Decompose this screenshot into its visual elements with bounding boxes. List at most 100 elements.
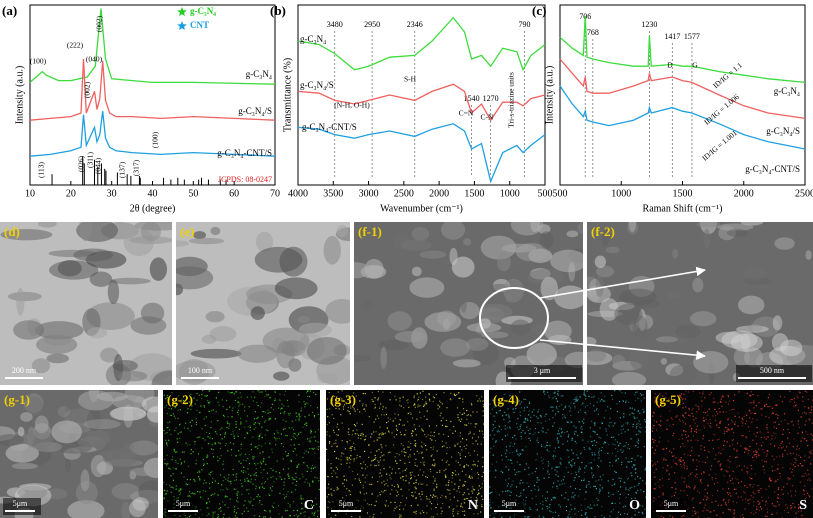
map-dot [235,515,236,516]
map-dot [576,400,577,401]
map-dot [385,490,386,491]
map-dot [547,445,548,446]
map-dot [679,459,680,460]
map-dot [578,495,579,496]
map-dot [369,504,370,505]
map-dot [416,497,417,498]
map-dot [656,421,657,422]
map-dot [241,470,242,471]
particle [596,275,604,297]
map-dot [251,444,252,445]
map-dot [615,448,616,449]
map-dot [290,413,291,414]
map-dot [430,501,431,502]
map-dot [558,504,559,505]
map-dot [318,414,319,415]
map-dot [196,460,197,461]
map-dot [507,427,508,428]
map-dot [780,396,781,397]
map-dot [547,508,548,509]
map-dot [625,422,626,423]
map-dot [793,446,794,447]
map-dot [284,411,285,412]
x-tick-label: 2000 [429,188,449,199]
map-dot [728,460,729,461]
map-dot [344,476,345,477]
map-dot [715,455,716,456]
map-dot [749,417,750,418]
map-dot [753,501,754,502]
map-dot [552,486,553,487]
map-dot [210,472,211,473]
map-dot [549,419,550,420]
map-dot [394,486,395,487]
map-dot [645,467,646,468]
map-dot [685,434,686,435]
map-dot [426,496,427,497]
map-dot [590,403,591,404]
map-dot [728,500,729,501]
map-dot [197,393,198,394]
map-dot [550,511,551,512]
map-dot [211,448,212,449]
map-dot [620,390,621,391]
map-dot [566,467,567,468]
map-dot [777,501,778,502]
map-dot [195,493,196,494]
map-dot [370,465,371,466]
map-dot [492,430,493,431]
map-dot [283,405,284,406]
map-dot [798,410,799,411]
map-dot [318,446,319,447]
map-dot [274,400,275,401]
particle [297,316,309,323]
map-dot [454,394,455,395]
map-dot [537,479,538,480]
map-dot [228,481,229,482]
map-dot [422,510,423,511]
map-dot [252,391,253,392]
map-dot [709,409,710,410]
map-dot [807,493,808,494]
map-dot [611,395,612,396]
map-dot [299,478,300,479]
map-dot [315,440,316,441]
particle [275,277,318,299]
map-dot [423,471,424,472]
map-dot [569,406,570,407]
map-dot [287,435,288,436]
map-dot [526,483,527,484]
map-dot [269,443,270,444]
map-dot [304,416,305,417]
map-dot [460,446,461,447]
map-dot [791,472,792,473]
map-dot [597,500,598,501]
map-dot [326,449,327,450]
map-dot [698,516,699,517]
map-dot [353,461,354,462]
particle [12,463,38,469]
map-dot [473,513,474,514]
map-dot [761,414,762,415]
scale-label: 5μm [176,499,191,508]
map-dot [674,495,675,496]
map-dot [401,443,402,444]
map-dot [753,460,754,461]
map-dot [734,510,735,511]
map-dot [798,423,799,424]
map-dot [187,479,188,480]
map-dot [292,427,293,428]
map-dot [250,475,251,476]
map-dot [613,494,614,495]
map-dot [578,412,579,413]
map-dot [405,504,406,505]
map-dot [517,454,518,455]
map-dot [233,474,234,475]
map-dot [638,440,639,441]
map-dot [484,462,485,463]
map-dot [802,413,803,414]
particle [112,360,138,372]
series-line [560,86,805,149]
map-dot [214,511,215,512]
panel-label: (c) [532,3,546,18]
